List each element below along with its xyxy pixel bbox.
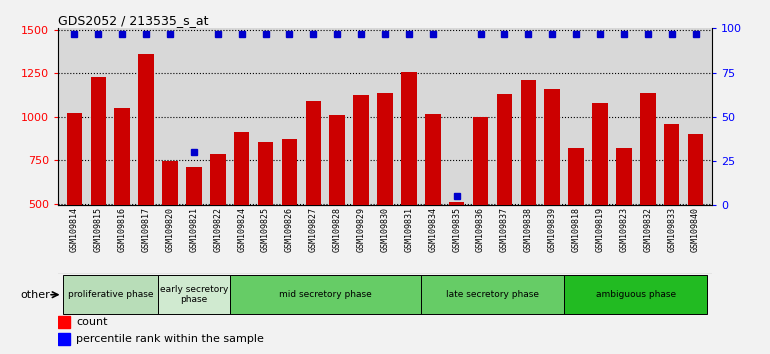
Bar (62, 275, 158, 314)
Bar (234, 132, 249, 290)
Text: proliferative phase: proliferative phase (68, 290, 153, 299)
Bar (115, 108, 130, 290)
Bar (58, 316, 69, 329)
Bar (58, 333, 69, 346)
Text: GSM109832: GSM109832 (643, 207, 652, 252)
Bar (544, 89, 560, 290)
Bar (425, 114, 440, 290)
Text: other: other (20, 290, 50, 300)
Text: percentile rank within the sample: percentile rank within the sample (76, 334, 264, 344)
Bar (421, 275, 564, 314)
Text: GSM109824: GSM109824 (237, 207, 246, 252)
Text: GSM109817: GSM109817 (142, 207, 151, 252)
Text: GSM109823: GSM109823 (619, 207, 628, 252)
Bar (521, 80, 536, 290)
Text: GSM109833: GSM109833 (667, 207, 676, 252)
Text: GSM109822: GSM109822 (213, 207, 223, 252)
Bar (377, 92, 393, 290)
Bar (306, 101, 321, 290)
Text: GSM109838: GSM109838 (524, 207, 533, 252)
Text: GSM109834: GSM109834 (428, 207, 437, 252)
Text: GSM109840: GSM109840 (691, 207, 700, 252)
Bar (564, 275, 708, 314)
Bar (258, 142, 273, 290)
Bar (67, 113, 82, 290)
Bar (592, 103, 608, 290)
Text: mid secretory phase: mid secretory phase (279, 290, 372, 299)
Bar (210, 154, 226, 290)
Bar (330, 115, 345, 290)
Bar (568, 148, 584, 290)
Bar (162, 161, 178, 290)
Text: GSM109814: GSM109814 (70, 207, 79, 252)
Text: GSM109837: GSM109837 (500, 207, 509, 252)
Bar (473, 117, 488, 290)
Text: GSM109818: GSM109818 (571, 207, 581, 252)
Text: GSM109816: GSM109816 (118, 207, 127, 252)
Text: GSM109826: GSM109826 (285, 207, 294, 252)
Text: GSM109828: GSM109828 (333, 207, 342, 252)
Text: GSM109825: GSM109825 (261, 207, 270, 252)
Bar (640, 93, 655, 290)
Bar (139, 55, 154, 290)
Text: GSM109815: GSM109815 (94, 207, 103, 252)
Bar (158, 275, 229, 314)
Text: GDS2052 / 213535_s_at: GDS2052 / 213535_s_at (58, 14, 208, 27)
Bar (664, 124, 679, 290)
Text: GSM109831: GSM109831 (404, 207, 413, 252)
Bar (401, 72, 417, 290)
Text: GSM109836: GSM109836 (476, 207, 485, 252)
Bar (229, 275, 421, 314)
Bar (497, 94, 512, 290)
Text: GSM109821: GSM109821 (189, 207, 199, 252)
Text: GSM109835: GSM109835 (452, 207, 461, 252)
Text: count: count (76, 318, 108, 327)
Bar (91, 77, 106, 290)
Text: GSM109827: GSM109827 (309, 207, 318, 252)
Bar (353, 95, 369, 290)
Text: late secretory phase: late secretory phase (446, 290, 539, 299)
Text: GSM109820: GSM109820 (166, 207, 175, 252)
Text: GSM109839: GSM109839 (547, 207, 557, 252)
Text: early secretory
phase: early secretory phase (159, 285, 228, 304)
Text: GSM109830: GSM109830 (380, 207, 390, 252)
Text: GSM109829: GSM109829 (357, 207, 366, 252)
Text: ambiguous phase: ambiguous phase (596, 290, 676, 299)
Bar (688, 134, 703, 290)
Bar (449, 202, 464, 290)
Text: GSM109819: GSM109819 (595, 207, 604, 252)
Bar (186, 167, 202, 290)
Bar (282, 139, 297, 290)
Bar (616, 148, 631, 290)
